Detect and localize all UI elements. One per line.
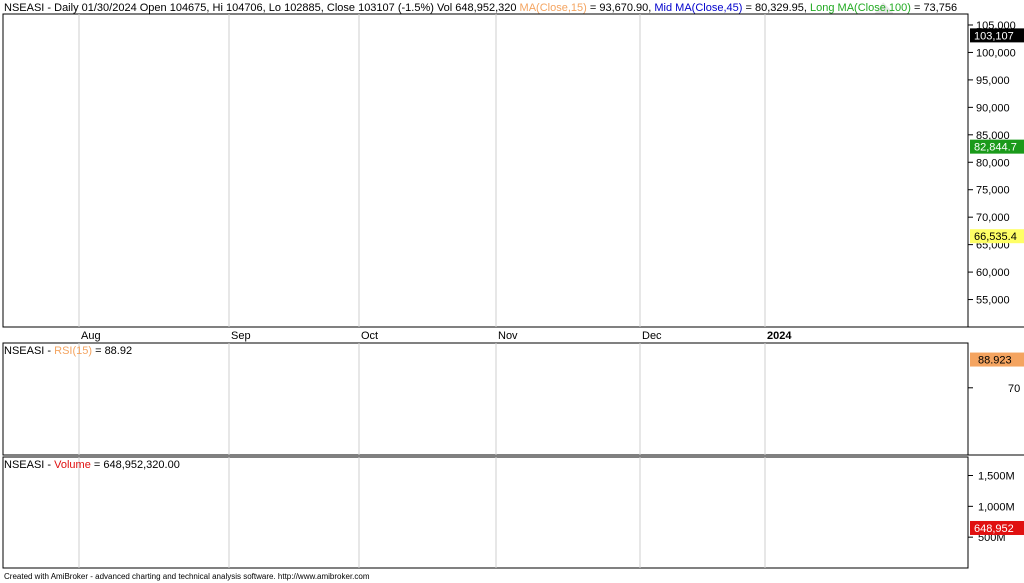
x-tick-label: Dec bbox=[642, 330, 662, 342]
long-ma-label: Long MA(Close,100) bbox=[810, 2, 911, 14]
price-header: NSEASI - Daily 01/30/2024 Open 104675, H… bbox=[4, 2, 957, 14]
rsi-prefix: NSEASI - bbox=[4, 345, 55, 357]
ma15-label: MA(Close,15) bbox=[519, 2, 587, 14]
volume-y-tick-label: 500M bbox=[978, 532, 1006, 544]
panel-frame bbox=[2, 13, 969, 328]
y-tick-label: 85,000 bbox=[976, 130, 1010, 142]
rsi-y-tick-label: 70 bbox=[1008, 383, 1020, 395]
footer-credit: Created with AmiBroker - advanced charti… bbox=[4, 572, 370, 581]
mid-ma-value: = 80,329.95, bbox=[742, 2, 811, 14]
y-tick-label: 55,000 bbox=[976, 295, 1010, 307]
volume-header: NSEASI - Volume = 648,952,320.00 bbox=[4, 459, 180, 471]
long-ma-value: = 73,756 bbox=[910, 2, 958, 14]
price-tag-label: 66,535.4 bbox=[974, 231, 1017, 243]
panel-frame bbox=[2, 342, 969, 456]
volume-y-tick-label: 1,500M bbox=[978, 471, 1015, 483]
price-tag bbox=[970, 139, 1024, 154]
volume-value-label: 648,952 bbox=[974, 523, 1014, 535]
y-tick-label: 75,000 bbox=[976, 185, 1010, 197]
rsi-value-tag bbox=[970, 352, 1024, 367]
y-tick-label: 80,000 bbox=[976, 157, 1010, 169]
price-tag-label: 103,107 bbox=[974, 30, 1014, 42]
y-tick-label: 70,000 bbox=[976, 212, 1010, 224]
x-tick-label: Aug bbox=[81, 330, 101, 342]
y-tick-label: 100,000 bbox=[976, 47, 1016, 59]
rsi-label: RSI(15) bbox=[54, 345, 93, 357]
volume-prefix: NSEASI - bbox=[4, 459, 55, 471]
y-tick-label: 60,000 bbox=[976, 267, 1010, 279]
y-tick-label: 95,000 bbox=[976, 75, 1010, 87]
volume-value: = 648,952,320.00 bbox=[90, 459, 180, 471]
rsi-header: NSEASI - RSI(15) = 88.92 bbox=[4, 345, 132, 357]
price-tag-label: 82,844.7 bbox=[974, 142, 1017, 154]
price-tag bbox=[970, 28, 1024, 43]
x-tick-label: Oct bbox=[361, 330, 378, 342]
price-tag bbox=[970, 229, 1024, 244]
rsi-value: = 88.92 bbox=[92, 345, 133, 357]
volume-value-tag bbox=[970, 520, 1024, 535]
x-tick-label: Sep bbox=[231, 330, 251, 342]
ma15-value: = 93,670.90, bbox=[586, 2, 655, 14]
rsi-value-label: 88.923 bbox=[978, 355, 1012, 367]
ohlc-text: NSEASI - Daily 01/30/2024 Open 104675, H… bbox=[4, 2, 517, 14]
x-tick-label: 2024 bbox=[767, 330, 792, 342]
mid-ma-label: Mid MA(Close,45) bbox=[654, 2, 743, 14]
volume-label: Volume bbox=[54, 459, 91, 471]
panel-frame bbox=[2, 456, 969, 569]
y-tick-label: 90,000 bbox=[976, 102, 1010, 114]
x-tick-label: Nov bbox=[498, 330, 518, 342]
volume-y-tick-label: 1,000M bbox=[978, 501, 1015, 513]
